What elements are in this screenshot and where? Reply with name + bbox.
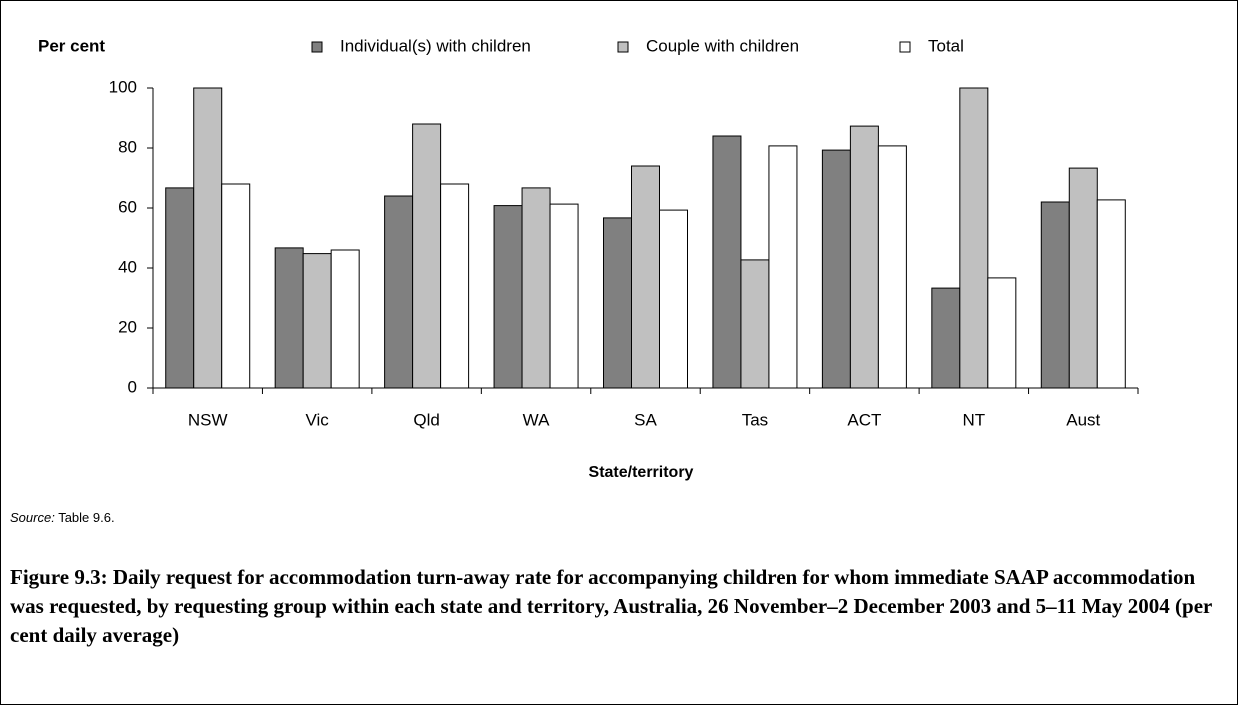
bar — [712, 135, 742, 389]
y-tick-label: 80 — [118, 137, 137, 156]
x-tick-label: Aust — [1066, 410, 1100, 429]
bar — [165, 187, 195, 389]
bar — [659, 209, 688, 389]
x-tick-label: Tas — [742, 410, 768, 429]
y-tick-label: 20 — [118, 317, 137, 336]
legend-label: Couple with children — [646, 36, 799, 55]
y-tick-label: 100 — [109, 77, 137, 96]
bar — [274, 247, 304, 389]
bar — [768, 145, 798, 389]
x-tick-label: ACT — [847, 410, 881, 429]
source-label: Source: — [10, 510, 55, 525]
bar — [821, 149, 851, 389]
bar — [330, 249, 360, 389]
bar — [987, 277, 1017, 389]
legend-swatch — [617, 41, 629, 53]
bar — [302, 253, 332, 389]
x-tick-label: WA — [523, 410, 550, 429]
bar — [877, 145, 907, 389]
bar — [740, 259, 770, 389]
x-tick-label: Qld — [413, 410, 439, 429]
bar — [931, 287, 961, 389]
legend-swatch — [899, 41, 911, 53]
bar — [1068, 167, 1098, 389]
bar — [521, 187, 551, 389]
legend-label: Total — [928, 36, 964, 55]
legend-label: Individual(s) with children — [340, 36, 531, 55]
bar — [849, 125, 879, 389]
bar — [412, 123, 442, 389]
bar — [493, 205, 523, 389]
caption: Figure 9.3: Daily request for accommodat… — [10, 565, 1212, 647]
x-tick-label: Vic — [306, 410, 330, 429]
x-tick-label: NT — [962, 410, 985, 429]
bar — [1096, 199, 1126, 389]
x-tick-label: NSW — [188, 410, 228, 429]
bar — [193, 87, 223, 389]
bar — [603, 217, 632, 389]
bar — [440, 183, 470, 389]
bar — [1040, 201, 1070, 389]
bar — [549, 203, 579, 389]
legend-swatch — [311, 41, 323, 53]
bar — [959, 87, 989, 389]
bar — [631, 165, 660, 389]
y-tick-label: 0 — [128, 377, 137, 396]
x-tick-label: SA — [634, 410, 657, 429]
y-tick-label: 40 — [118, 257, 137, 276]
bar — [384, 195, 414, 389]
chart: Per cent State/territory 0 20 40 60 80 100 NSW… — [38, 36, 1139, 481]
x-axis-title: State/territory — [589, 464, 694, 481]
y-axis-title: Per cent — [38, 36, 105, 55]
source: Source: Table 9.6. — [10, 510, 115, 525]
y-tick-label: 60 — [118, 197, 137, 216]
source-text: Table 9.6. — [58, 510, 115, 525]
bar — [221, 183, 251, 389]
